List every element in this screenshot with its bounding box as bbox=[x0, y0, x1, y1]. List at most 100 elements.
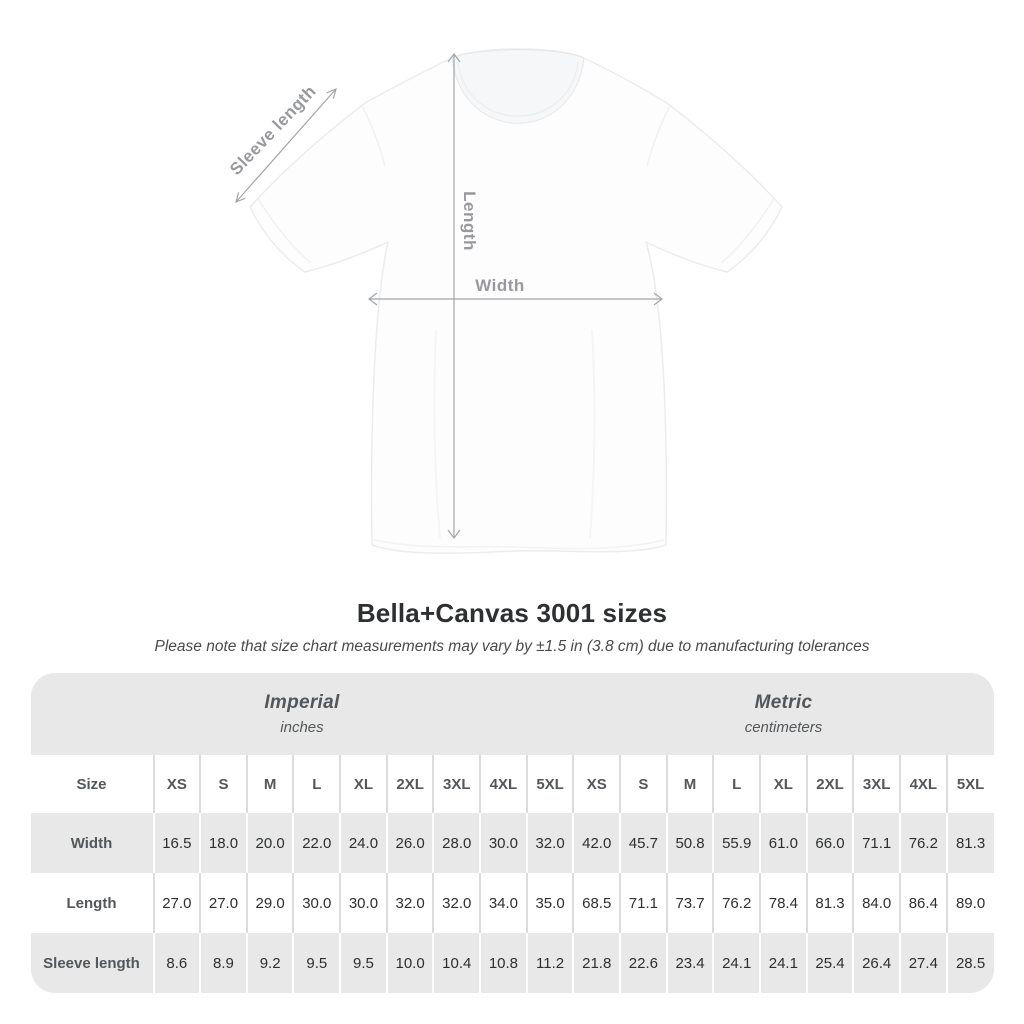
tolerance-note: Please note that size chart measurements… bbox=[154, 638, 870, 655]
table-cell: 10.4 bbox=[432, 933, 481, 993]
table-cell: 71.1 bbox=[619, 873, 667, 933]
table-cell: 24.1 bbox=[712, 933, 761, 993]
table-cell: 30.0 bbox=[479, 813, 527, 873]
size-header: 4XL bbox=[899, 755, 947, 813]
table-cell: 10.8 bbox=[479, 933, 527, 993]
length-label: Length bbox=[460, 191, 479, 251]
unit-group-imperial: Imperial inches bbox=[30, 673, 574, 755]
page-title: Bella+Canvas 3001 sizes bbox=[356, 598, 668, 628]
table-cell: 32.0 bbox=[385, 873, 434, 933]
size-header: M bbox=[665, 755, 714, 813]
table-cell: 76.2 bbox=[899, 813, 947, 873]
length-arrow bbox=[447, 53, 461, 539]
table-cell: 26.4 bbox=[852, 933, 900, 993]
size-header: L bbox=[292, 755, 341, 813]
table-cell: 61.0 bbox=[759, 813, 807, 873]
table-cell: 24.1 bbox=[759, 933, 807, 993]
size-col-header: Size bbox=[30, 755, 154, 813]
table-cell: 81.3 bbox=[805, 873, 854, 933]
table-cell: 8.6 bbox=[152, 933, 201, 993]
size-table-container: Imperial inches Metric centimeters Size … bbox=[30, 673, 994, 993]
size-header: XL bbox=[339, 755, 387, 813]
table-row-sleeve-length: Sleeve length 8.6 8.9 9.2 9.5 9.5 10.0 1… bbox=[31, 933, 994, 993]
table-cell: 68.5 bbox=[572, 873, 621, 933]
size-header: XS bbox=[572, 755, 621, 813]
size-header: 4XL bbox=[479, 755, 527, 813]
table-cell: 81.3 bbox=[945, 813, 994, 873]
unit-group-metric: Metric centimeters bbox=[573, 673, 994, 755]
size-chart-page: Sleeve length Length Width Bella+Canvas … bbox=[0, 48, 1024, 993]
table-cell: 9.2 bbox=[245, 933, 294, 993]
sleeve-length-arrow bbox=[235, 87, 337, 204]
table-cell: 89.0 bbox=[945, 873, 994, 933]
metric-label: Metric bbox=[754, 692, 813, 713]
table-row-width: Width 16.5 18.0 20.0 22.0 24.0 26.0 28.0… bbox=[31, 813, 994, 873]
table-cell: 20.0 bbox=[245, 813, 294, 873]
table-cell: 76.2 bbox=[712, 873, 761, 933]
size-header: L bbox=[712, 755, 761, 813]
table-cell: 28.0 bbox=[432, 813, 481, 873]
metric-unit: centimeters bbox=[744, 719, 823, 736]
table-cell: 45.7 bbox=[619, 813, 667, 873]
shirt-measurement-diagram: Sleeve length Length Width bbox=[226, 48, 783, 555]
table-cell: 29.0 bbox=[245, 873, 294, 933]
size-header: XL bbox=[759, 755, 807, 813]
size-table: Imperial inches Metric centimeters Size … bbox=[30, 673, 994, 993]
table-cell: 35.0 bbox=[525, 873, 574, 933]
table-cell: 27.0 bbox=[199, 873, 247, 933]
width-arrow bbox=[368, 292, 663, 306]
table-cell: 25.4 bbox=[805, 933, 854, 993]
table-cell: 71.1 bbox=[852, 813, 900, 873]
table-cell: 32.0 bbox=[525, 813, 574, 873]
row-label: Length bbox=[30, 873, 154, 933]
size-header: 3XL bbox=[432, 755, 481, 813]
row-label: Sleeve length bbox=[43, 954, 140, 972]
imperial-unit: inches bbox=[280, 719, 324, 736]
imperial-label: Imperial bbox=[264, 692, 340, 713]
table-cell: 10.0 bbox=[385, 933, 434, 993]
unit-group-row: Imperial inches Metric centimeters bbox=[30, 673, 994, 755]
table-cell: 27.4 bbox=[899, 933, 947, 993]
table-cell: 50.8 bbox=[665, 813, 714, 873]
collar bbox=[451, 49, 585, 124]
size-header: S bbox=[619, 755, 667, 813]
size-header: S bbox=[199, 755, 247, 813]
size-header-row: Size XS S M L XL 2XL 3XL 4XL 5XL XS S M … bbox=[30, 755, 994, 813]
size-header: 3XL bbox=[852, 755, 900, 813]
table-cell: 42.0 bbox=[572, 813, 621, 873]
table-cell: 28.5 bbox=[945, 933, 994, 993]
tshirt-graphic bbox=[249, 48, 783, 555]
size-header: 2XL bbox=[385, 755, 434, 813]
table-row-length: Length 27.0 27.0 29.0 30.0 30.0 32.0 32.… bbox=[30, 873, 994, 933]
width-label: Width bbox=[475, 276, 525, 295]
size-header: 2XL bbox=[805, 755, 854, 813]
table-cell: 8.9 bbox=[199, 933, 247, 993]
table-cell: 9.5 bbox=[339, 933, 387, 993]
table-cell: 21.8 bbox=[572, 933, 621, 993]
table-cell: 18.0 bbox=[199, 813, 247, 873]
table-cell: 55.9 bbox=[712, 813, 761, 873]
table-cell: 9.5 bbox=[292, 933, 341, 993]
table-cell: 23.4 bbox=[665, 933, 714, 993]
size-header: 5XL bbox=[525, 755, 574, 813]
table-cell: 11.2 bbox=[525, 933, 574, 993]
table-cell: 26.0 bbox=[385, 813, 434, 873]
table-cell: 16.5 bbox=[152, 813, 201, 873]
shirt-diagram-svg: Sleeve length Length Width bbox=[226, 48, 783, 555]
table-cell: 27.0 bbox=[152, 873, 201, 933]
table-cell: 22.6 bbox=[619, 933, 667, 993]
table-cell: 73.7 bbox=[665, 873, 714, 933]
size-header: 5XL bbox=[945, 755, 994, 813]
table-cell: 30.0 bbox=[339, 873, 387, 933]
table-cell: 34.0 bbox=[479, 873, 527, 933]
row-label: Width bbox=[70, 834, 113, 852]
table-cell: 66.0 bbox=[805, 813, 854, 873]
heading: Bella+Canvas 3001 sizes Please note that… bbox=[0, 598, 1024, 656]
table-cell: 30.0 bbox=[292, 873, 341, 933]
table-cell: 22.0 bbox=[292, 813, 341, 873]
table-cell: 84.0 bbox=[852, 873, 900, 933]
size-header: XS bbox=[152, 755, 201, 813]
table-cell: 86.4 bbox=[899, 873, 947, 933]
table-cell: 32.0 bbox=[432, 873, 481, 933]
table-cell: 24.0 bbox=[339, 813, 387, 873]
